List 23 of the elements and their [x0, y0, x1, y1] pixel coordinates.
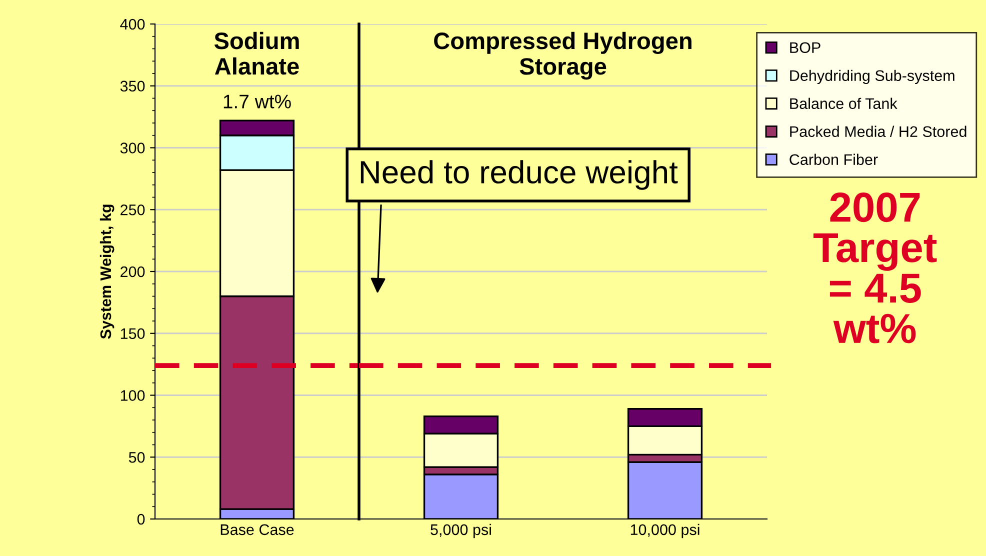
x-tick-label: 5,000 psi [430, 524, 491, 538]
text: Compressed Hydrogen Storage [434, 32, 692, 80]
annotation: Need to reduce weight [360, 160, 678, 190]
text: Sodium Alanate [214, 32, 299, 75]
y-tick-label: 50 [128, 452, 145, 463]
x-tick-label: 10,000 psi [630, 524, 700, 538]
y-tick-label: 150 [120, 328, 145, 340]
legend-label: Balance of Tank [790, 98, 898, 110]
legend-label: Carbon Fiber [790, 154, 878, 166]
y-axis-title: System Weight, kg [100, 204, 114, 339]
text: 2007 Target = 4.5 wt% [813, 192, 937, 344]
y-tick-label: 100 [120, 390, 145, 401]
y-tick-label: 0 [137, 514, 145, 525]
y-tick-label: 400 [120, 18, 145, 30]
y-tick-label: 250 [120, 204, 145, 216]
annotation: 1.7 wt% [224, 94, 291, 108]
y-tick-label: 200 [120, 266, 145, 278]
legend-label: Dehydriding Sub-system [790, 70, 954, 84]
y-tick-label: 300 [120, 142, 145, 154]
y-tick-label: 350 [120, 80, 145, 92]
x-tick-label: Base Case [220, 524, 294, 536]
legend-label: BOP [790, 42, 820, 54]
legend-label: Packed Media / H2 Stored [790, 126, 966, 138]
